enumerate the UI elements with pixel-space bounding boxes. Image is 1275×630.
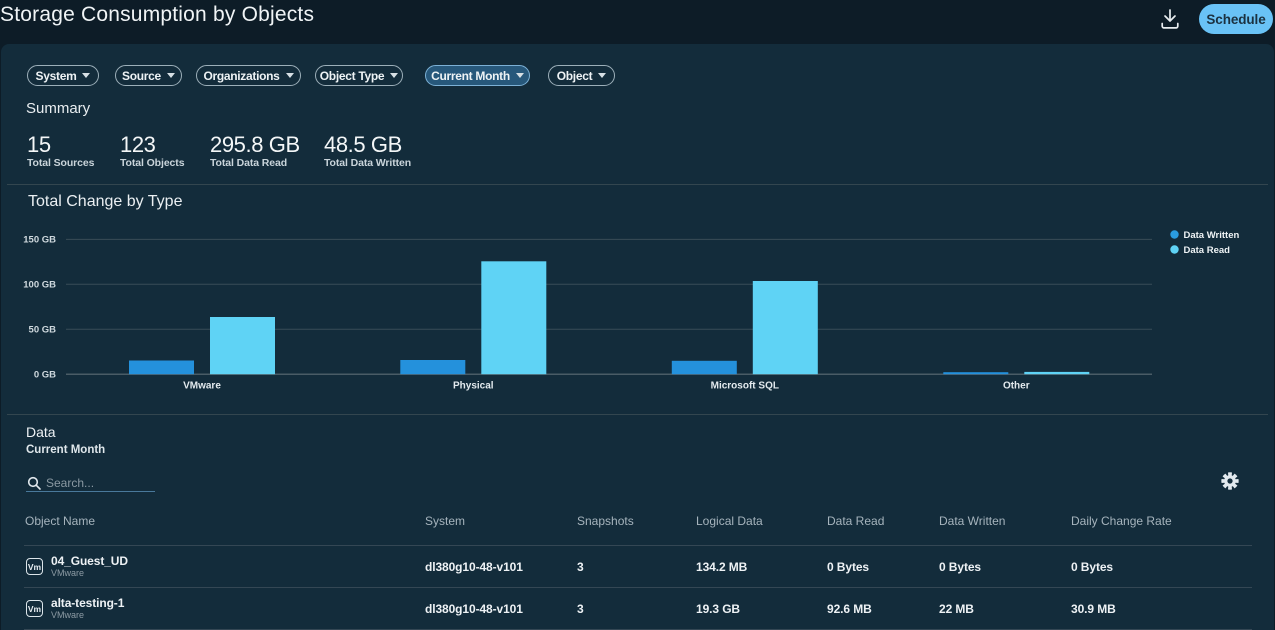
svg-text:Other: Other bbox=[1003, 381, 1030, 392]
svg-text:100 GB: 100 GB bbox=[23, 279, 56, 290]
svg-text:Microsoft SQL: Microsoft SQL bbox=[711, 381, 779, 392]
svg-text:Physical: Physical bbox=[453, 381, 494, 392]
svg-text:VMware: VMware bbox=[183, 381, 221, 392]
svg-text:Data Read: Data Read bbox=[1184, 245, 1231, 256]
svg-text:50 GB: 50 GB bbox=[29, 324, 57, 335]
svg-text:Data Written: Data Written bbox=[1184, 230, 1240, 241]
svg-text:150 GB: 150 GB bbox=[23, 235, 56, 246]
svg-text:0 GB: 0 GB bbox=[34, 369, 56, 380]
